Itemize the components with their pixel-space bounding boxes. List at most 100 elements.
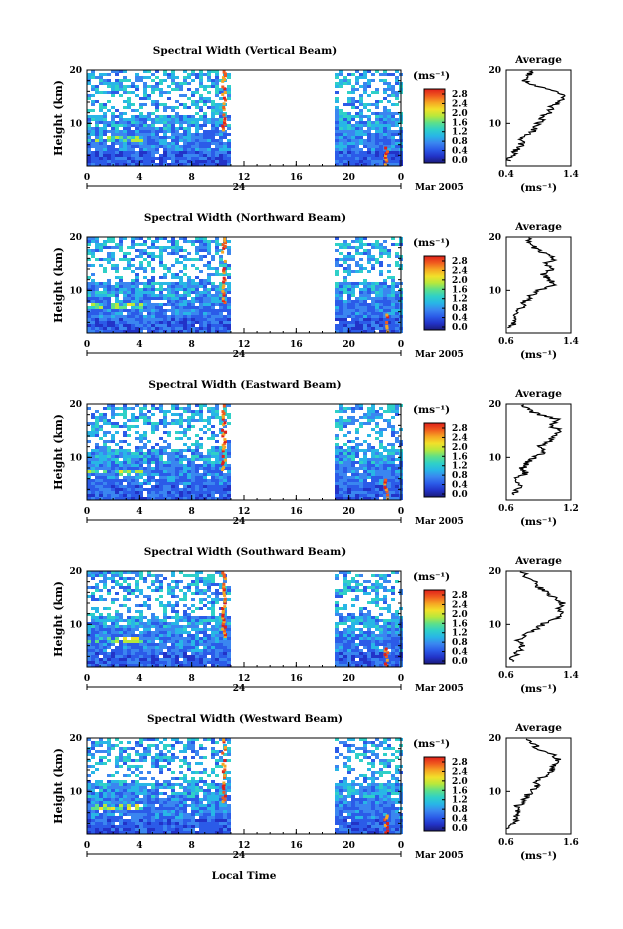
heatmap-cell: [119, 154, 123, 157]
heatmap-cell: [183, 133, 187, 136]
heatmap-cell: [179, 297, 183, 300]
heatmap-cell: [355, 100, 359, 103]
heatmap-cell: [359, 243, 363, 246]
heatmap-cell: [379, 291, 383, 294]
heatmap-cell: [171, 300, 175, 303]
heatmap-cell: [203, 598, 207, 601]
heatmap-cell: [371, 112, 375, 115]
heatmap-cell: [167, 297, 171, 300]
heatmap-cell: [155, 121, 159, 124]
heatmap-cell: [219, 306, 223, 309]
heatmap-cell: [367, 443, 371, 446]
heatmap-cell: [199, 640, 203, 643]
heatmap-cell: [191, 157, 195, 160]
heatmap-cell: [227, 94, 231, 97]
heatmap-cell: [87, 309, 91, 312]
heatmap-cell: [131, 661, 135, 664]
heatmap-cell: [391, 115, 395, 118]
heatmap-cell: [167, 282, 171, 285]
heatmap-cell: [223, 452, 227, 455]
heatmap-cell: [119, 467, 123, 470]
x-tick-label: 16: [290, 507, 303, 517]
heatmap-cell: [379, 297, 383, 300]
heatmap-cell: [147, 628, 151, 631]
heatmap-cell: [131, 139, 135, 142]
heatmap-cell: [159, 410, 163, 413]
heatmap-cell: [87, 586, 91, 589]
heatmap-cell: [207, 410, 211, 413]
heatmap-cell: [391, 291, 395, 294]
heatmap-cell: [195, 300, 199, 303]
heatmap-cell: [159, 643, 163, 646]
heatmap-cell: [123, 458, 127, 461]
heatmap-cell: [115, 79, 119, 82]
heatmap-cell: [351, 130, 355, 133]
heatmap-cell: [339, 640, 343, 643]
heatmap-cell: [171, 276, 175, 279]
heatmap-cell: [367, 148, 371, 151]
heatmap-cell: [107, 640, 111, 643]
heatmap-cell: [219, 431, 223, 434]
heatmap-cell: [375, 258, 379, 261]
heatmap-cell: [339, 309, 343, 312]
heatmap-cell: [215, 297, 219, 300]
heatmap-cell: [175, 649, 179, 652]
heatmap-cell: [175, 297, 179, 300]
heatmap-cell: [219, 249, 223, 252]
heatmap-cell: [123, 589, 127, 592]
heatmap-cell: [387, 464, 391, 467]
heatmap-cell: [375, 425, 379, 428]
heatmap-cell: [195, 452, 199, 455]
heatmap-cell: [119, 440, 123, 443]
heatmap-cell: [187, 133, 191, 136]
heatmap-cell: [131, 154, 135, 157]
heatmap-cell: [187, 73, 191, 76]
heatmap-cell: [215, 291, 219, 294]
heatmap-cell: [207, 279, 211, 282]
heatmap-cell: [207, 437, 211, 440]
heatmap-cell: [95, 452, 99, 455]
heatmap-cell: [147, 467, 151, 470]
heatmap-cell: [395, 261, 399, 264]
heatmap-cell: [111, 285, 115, 288]
heatmap-cell: [119, 455, 123, 458]
heatmap-cell: [395, 473, 399, 476]
colorbar-tick-label: 0.0: [452, 156, 468, 166]
heatmap-cell: [159, 574, 163, 577]
heatmap-cell: [171, 142, 175, 145]
heatmap-cell: [351, 479, 355, 482]
heatmap-cell: [159, 664, 163, 667]
heatmap-cell: [227, 664, 231, 667]
heatmap-cell: [179, 422, 183, 425]
heatmap-cell: [111, 434, 115, 437]
heatmap-cell: [215, 491, 219, 494]
heatmap-cell: [223, 479, 227, 482]
heatmap-cell: [159, 583, 163, 586]
heatmap-cell: [227, 491, 231, 494]
heatmap-cell: [99, 315, 103, 318]
heatmap-cell: [211, 431, 215, 434]
heatmap-cell: [375, 437, 379, 440]
heatmap-cell: [371, 410, 375, 413]
heatmap-cell: [215, 625, 219, 628]
high-width-echo: [221, 299, 225, 303]
heatmap-cell: [151, 321, 155, 324]
heatmap-cell: [375, 485, 379, 488]
heatmap-cell: [111, 303, 115, 306]
heatmap-cell: [135, 273, 139, 276]
heatmap-cell: [215, 664, 219, 667]
heatmap-cell: [123, 297, 127, 300]
heatmap-cell: [111, 464, 115, 467]
heatmap-cell: [219, 142, 223, 145]
heatmap-cell: [115, 482, 119, 485]
heatmap-cell: [379, 482, 383, 485]
heatmap-cell: [215, 112, 219, 115]
heatmap-cell: [175, 306, 179, 309]
heatmap-cell: [91, 491, 95, 494]
heatmap-cell: [339, 327, 343, 330]
heatmap-cell: [155, 625, 159, 628]
heatmap-cell: [187, 607, 191, 610]
heatmap-cell: [355, 309, 359, 312]
heatmap-cell: [99, 619, 103, 622]
heatmap-cell: [191, 488, 195, 491]
